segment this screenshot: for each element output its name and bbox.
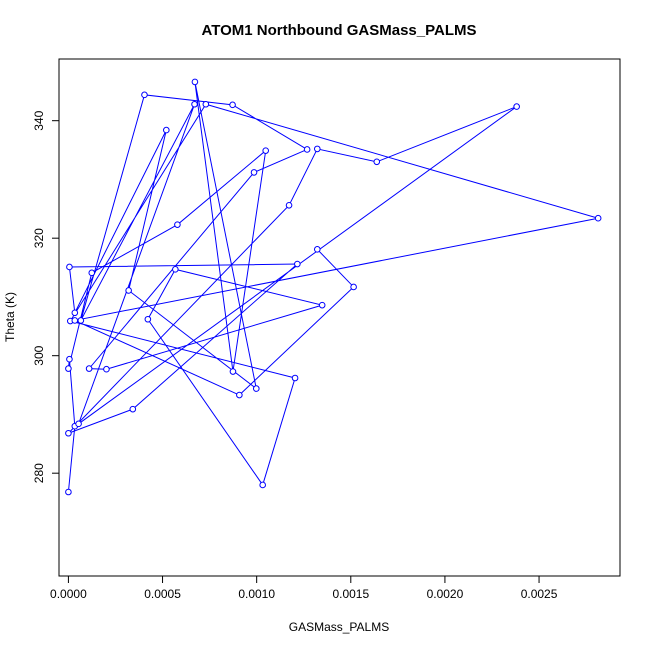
data-point xyxy=(66,263,73,271)
y-tick-label: 280 xyxy=(32,463,46,483)
data-point xyxy=(191,78,199,86)
series-line xyxy=(67,81,599,493)
data-point xyxy=(174,221,181,228)
data-point xyxy=(294,260,301,268)
data-point xyxy=(303,146,311,153)
x-tick-label: 0.0000 xyxy=(50,587,87,601)
y-tick-label: 300 xyxy=(32,345,46,365)
data-point xyxy=(129,405,137,413)
data-point xyxy=(313,145,321,153)
y-axis-label: Theta (K) xyxy=(3,292,17,342)
x-tick-label: 0.0020 xyxy=(427,587,464,601)
series-layer xyxy=(65,78,602,496)
data-point xyxy=(65,429,72,437)
data-point xyxy=(252,385,260,392)
data-point xyxy=(236,391,243,399)
plot-frame xyxy=(58,58,621,577)
data-point xyxy=(291,374,299,382)
data-point xyxy=(71,309,79,317)
x-tick-label: 0.0025 xyxy=(521,587,558,601)
data-point xyxy=(229,101,236,109)
y-tick-label: 320 xyxy=(32,228,46,248)
data-point xyxy=(350,283,357,291)
x-tick-label: 0.0005 xyxy=(144,587,181,601)
x-axis: 0.0000 0.0005 0.0010 0.0015 0.0020 0.0025 xyxy=(50,575,558,601)
data-point xyxy=(75,420,82,428)
data-point xyxy=(66,355,73,363)
data-point xyxy=(88,269,96,277)
data-series xyxy=(65,78,602,496)
data-point xyxy=(313,246,321,253)
y-axis: 280 300 320 340 xyxy=(32,110,60,483)
data-point xyxy=(250,169,258,176)
data-point xyxy=(191,100,198,108)
data-point xyxy=(513,103,520,110)
data-point xyxy=(172,266,179,273)
data-point xyxy=(71,317,79,324)
data-point xyxy=(373,158,381,166)
y-tick-label: 340 xyxy=(32,110,46,130)
data-point xyxy=(141,91,148,99)
x-tick-label: 0.0010 xyxy=(238,587,275,601)
chart-title: ATOM1 Northbound GASMass_PALMS xyxy=(201,22,476,39)
data-point xyxy=(163,126,170,134)
data-point xyxy=(259,481,266,489)
data-point xyxy=(103,365,110,373)
data-point xyxy=(285,201,293,209)
data-point xyxy=(229,368,237,375)
x-tick-label: 0.0015 xyxy=(332,587,369,601)
data-point xyxy=(144,315,152,323)
data-point xyxy=(85,365,93,372)
data-point xyxy=(594,214,602,222)
data-point xyxy=(125,287,132,294)
data-point xyxy=(65,488,72,496)
data-point xyxy=(202,100,210,108)
x-axis-label: GASMass_PALMS xyxy=(289,620,389,634)
data-point xyxy=(65,365,72,372)
data-point xyxy=(77,317,85,324)
data-point xyxy=(318,301,326,309)
data-point xyxy=(262,147,270,154)
